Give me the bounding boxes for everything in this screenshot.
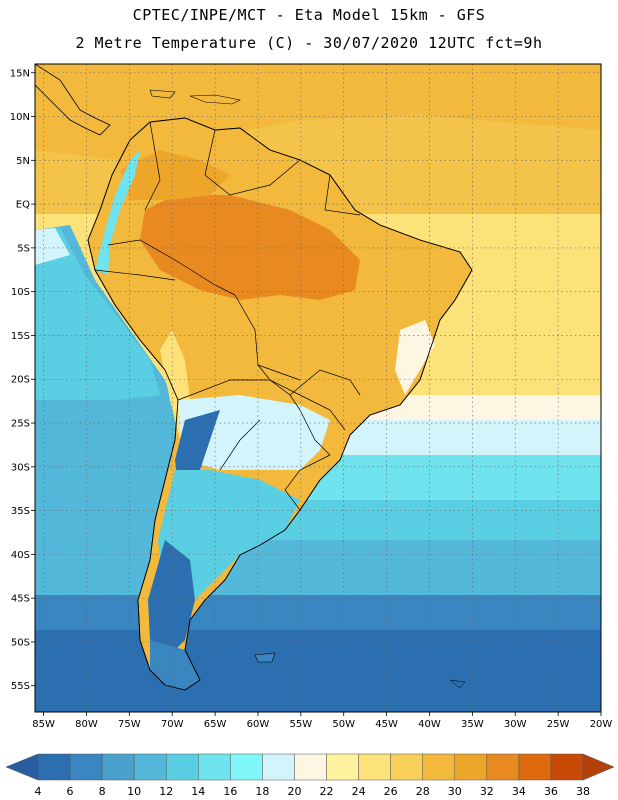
colorbar-label: 14 xyxy=(191,785,205,798)
colorbar: 4 6 8 10 12 14 16 18 20 22 24 26 28 30 32 34 36 38 xyxy=(5,753,615,798)
colorbar-label: 4 xyxy=(35,785,42,798)
colorbar-low-arrow xyxy=(5,753,39,781)
colorbar-label: 24 xyxy=(352,785,366,798)
longitude-label: 75W xyxy=(118,719,141,730)
longitude-label: 60W xyxy=(247,719,270,730)
colorbar-label: 6 xyxy=(67,785,74,798)
colorbar-label: 38 xyxy=(576,785,590,798)
latitude-label: 50S xyxy=(11,637,30,648)
latitude-label: 40S xyxy=(11,550,30,561)
latitude-label: 35S xyxy=(11,506,30,517)
country-borders xyxy=(94,121,361,511)
colorbar-swatch xyxy=(358,753,391,781)
colorbar-swatch xyxy=(198,753,231,781)
colorbar-label: 30 xyxy=(448,785,462,798)
map-frame xyxy=(34,63,602,713)
colorbar-label: 28 xyxy=(416,785,430,798)
longitude-label: 30W xyxy=(504,719,527,730)
colorbar-label: 20 xyxy=(287,785,301,798)
colorbar-label: 12 xyxy=(159,785,173,798)
latitude-label: 10S xyxy=(11,287,30,298)
colorbar-swatch xyxy=(101,753,135,781)
colorbar-label: 8 xyxy=(99,785,106,798)
colorbar-label: 34 xyxy=(512,785,526,798)
longitude-label: 25W xyxy=(547,719,570,730)
latitude-label: 45S xyxy=(11,594,30,605)
latitude-label: 30S xyxy=(11,462,30,473)
colorbar-swatch xyxy=(37,753,71,781)
colorbar-label: 18 xyxy=(255,785,269,798)
longitude-label: 70W xyxy=(161,719,184,730)
colorbar-swatch xyxy=(326,753,359,781)
colorbar-swatch xyxy=(454,753,488,781)
colorbar-label: 16 xyxy=(223,785,237,798)
graticule xyxy=(35,64,601,712)
map-title: CPTEC/INPE/MCT - Eta Model 15km - GFS xyxy=(132,6,486,24)
colorbar-high-arrow xyxy=(582,753,615,781)
colorbar-swatch xyxy=(69,753,103,781)
longitude-label: 85W xyxy=(32,719,55,730)
longitude-label: 55W xyxy=(290,719,313,730)
latitude-label: 15S xyxy=(11,331,30,342)
latitude-label: 5S xyxy=(17,243,30,254)
colorbar-swatch xyxy=(133,753,167,781)
colorbar-swatch xyxy=(230,753,263,781)
colorbar-label: 10 xyxy=(127,785,141,798)
latitude-label: 15N xyxy=(10,68,30,79)
map-subtitle: 2 Metre Temperature (C) - 30/07/2020 12U… xyxy=(75,34,543,52)
colorbar-label: 32 xyxy=(480,785,494,798)
colorbar-label: 22 xyxy=(320,785,334,798)
latitude-label: 25S xyxy=(11,419,30,430)
colorbar-swatch xyxy=(262,753,295,781)
colorbar-swatch xyxy=(294,753,327,781)
latitude-label: EQ xyxy=(16,200,30,211)
continent xyxy=(35,64,473,691)
longitude-label: 50W xyxy=(332,719,355,730)
colorbar-swatch xyxy=(422,753,456,781)
longitude-label: 80W xyxy=(75,719,98,730)
longitude-label: 65W xyxy=(204,719,227,730)
latitude-label: 55S xyxy=(11,681,30,692)
colorbar-swatch xyxy=(550,753,584,781)
longitude-labels: 85W 80W 75W 70W 65W 60W 55W 50W 45W 40W 35W 30W 25W 2… xyxy=(32,712,612,730)
colorbar-label: 36 xyxy=(544,785,558,798)
latitude-label: 10N xyxy=(10,112,30,123)
longitude-label: 45W xyxy=(375,719,398,730)
colorbar-swatch xyxy=(390,753,423,781)
longitude-label: 20W xyxy=(590,719,613,730)
colorbar-swatch xyxy=(518,753,552,781)
latitude-labels: 15N 10N 5N EQ 5S 10S 15S 20S 25S 30S 35S 40S 45S 50S 5… xyxy=(10,68,35,692)
colorbar-label: 26 xyxy=(384,785,398,798)
longitude-label: 40W xyxy=(418,719,441,730)
latitude-label: 20S xyxy=(11,375,30,386)
longitude-label: 35W xyxy=(461,719,484,730)
colorbar-swatch xyxy=(486,753,520,781)
colorbar-swatch xyxy=(165,753,199,781)
latitude-label: 5N xyxy=(16,156,30,167)
central-america xyxy=(35,64,111,136)
